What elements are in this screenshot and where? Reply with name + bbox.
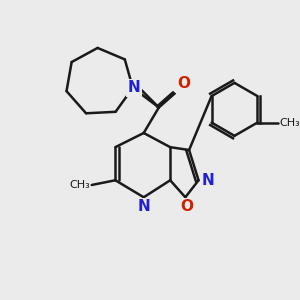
Text: O: O bbox=[177, 76, 190, 92]
Text: N: N bbox=[128, 80, 140, 95]
Text: CH₃: CH₃ bbox=[69, 180, 90, 190]
Text: CH₃: CH₃ bbox=[279, 118, 300, 128]
Text: N: N bbox=[201, 173, 214, 188]
Text: N: N bbox=[137, 199, 150, 214]
Text: O: O bbox=[180, 199, 193, 214]
